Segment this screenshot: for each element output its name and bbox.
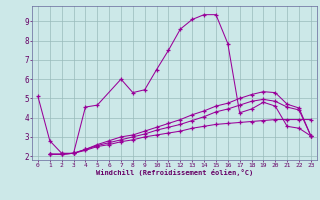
X-axis label: Windchill (Refroidissement éolien,°C): Windchill (Refroidissement éolien,°C)	[96, 169, 253, 176]
